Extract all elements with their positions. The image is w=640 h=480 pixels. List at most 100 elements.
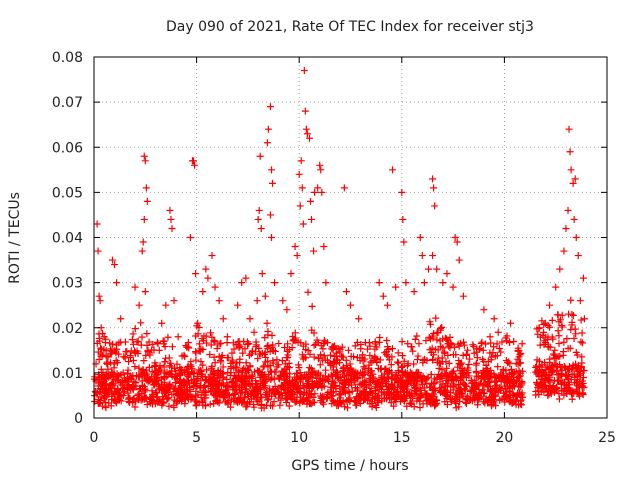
data-point-band <box>544 386 552 394</box>
data-point-band <box>241 345 249 353</box>
data-point-band <box>468 397 476 405</box>
data-point-band <box>429 355 437 363</box>
data-point-band <box>264 341 272 349</box>
data-point-band <box>218 351 226 359</box>
data-point-band <box>551 346 559 354</box>
data-point-band <box>447 376 455 384</box>
data-point-band <box>439 380 447 388</box>
data-point-band <box>185 344 193 352</box>
data-point-band <box>558 323 566 331</box>
data-point-band <box>546 378 554 386</box>
data-point-band <box>188 394 196 402</box>
data-point-band <box>152 362 160 370</box>
data-point-band <box>422 337 430 345</box>
data-point-band <box>559 378 567 386</box>
data-point-band <box>503 390 511 398</box>
data-point-band <box>514 389 522 397</box>
data-point-band <box>506 339 514 347</box>
data-point-band <box>335 397 343 405</box>
data-point-band <box>281 372 289 380</box>
data-point-band <box>184 343 192 351</box>
data-point <box>283 306 291 314</box>
data-point-band <box>385 388 393 396</box>
data-point <box>379 292 387 300</box>
data-point-band <box>245 366 253 374</box>
data-point-band <box>292 369 300 377</box>
x-axis-title: GPS time / hours <box>291 458 408 474</box>
data-point-band <box>256 383 264 391</box>
data-point <box>267 234 275 241</box>
data-point-band <box>146 398 154 406</box>
data-point <box>113 279 121 287</box>
data-point-band <box>404 340 412 348</box>
data-point-band <box>360 387 368 395</box>
data-point-band <box>408 343 416 351</box>
data-point-band <box>257 372 265 380</box>
data-point-band <box>199 372 207 380</box>
data-point-band <box>305 368 313 376</box>
data-point-band <box>290 385 298 393</box>
data-point-band <box>295 364 303 372</box>
data-point-band <box>139 365 147 373</box>
data-point-band <box>353 338 361 346</box>
data-point <box>300 67 308 75</box>
data-point-band <box>254 355 262 363</box>
data-point <box>186 234 194 241</box>
y-tick-label: 0.06 <box>52 140 83 156</box>
data-point-band <box>578 389 586 397</box>
data-point-band <box>333 370 341 378</box>
data-point-band <box>388 345 396 353</box>
data-point <box>562 224 570 232</box>
data-point-band <box>361 339 369 347</box>
data-point-band <box>125 381 133 389</box>
data-point-band <box>364 392 372 400</box>
data-point-band <box>403 362 411 370</box>
data-point <box>451 234 459 241</box>
data-point-band <box>317 342 325 350</box>
data-point-band <box>207 376 215 384</box>
data-point-band <box>145 338 153 346</box>
data-point-band <box>443 401 451 409</box>
data-point-band <box>479 389 487 397</box>
data-point-band <box>262 388 270 396</box>
data-point-band <box>563 371 571 379</box>
data-point <box>108 256 116 264</box>
data-point-band <box>168 343 176 351</box>
data-point-band <box>344 365 352 373</box>
data-point-band <box>330 379 338 387</box>
data-point-band <box>540 328 548 336</box>
data-point-band <box>165 354 173 362</box>
data-point <box>295 170 303 178</box>
data-point <box>400 238 408 246</box>
data-point-band <box>105 373 113 381</box>
data-point-band <box>145 363 153 371</box>
data-point-band <box>554 311 562 319</box>
data-point-band <box>433 374 441 382</box>
data-point-band <box>571 325 579 333</box>
data-point-band <box>344 346 352 354</box>
data-point-band <box>283 377 291 385</box>
data-point-band <box>190 370 198 378</box>
data-point-band <box>422 376 430 384</box>
data-point-band <box>120 353 128 361</box>
data-point-band <box>506 360 514 368</box>
x-tick-label: 5 <box>192 430 201 446</box>
data-point-band <box>255 397 263 405</box>
data-point <box>449 283 457 291</box>
data-point-band <box>555 371 563 379</box>
data-point-band <box>425 398 433 406</box>
data-point-band <box>284 340 292 348</box>
data-point-band <box>383 336 391 344</box>
data-point-band <box>577 363 585 371</box>
data-point-band <box>192 377 200 385</box>
data-point-band <box>383 367 391 375</box>
data-point-band <box>466 388 474 396</box>
data-point-band <box>347 364 355 372</box>
data-point-band <box>466 355 474 363</box>
data-point-band <box>266 367 274 375</box>
data-point-band <box>192 349 200 357</box>
data-point-band <box>263 319 271 327</box>
data-point-band <box>99 329 107 337</box>
data-point <box>541 319 549 327</box>
